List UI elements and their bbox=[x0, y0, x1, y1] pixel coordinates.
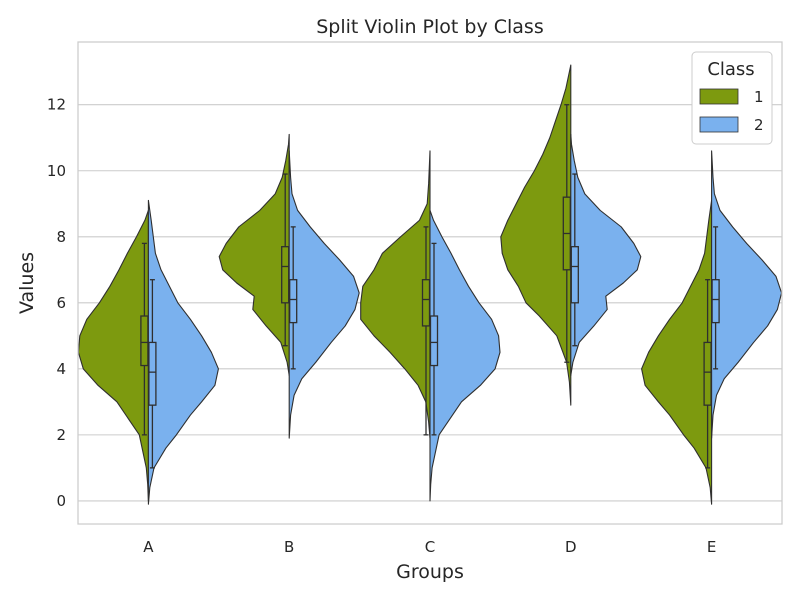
violin-A-class-2 bbox=[147, 199, 219, 505]
violin-E-class-1 bbox=[641, 199, 713, 505]
y-axis-label: Values bbox=[16, 252, 38, 314]
iqr-box-E-class-1 bbox=[703, 341, 712, 406]
x-tick-label-A: A bbox=[143, 538, 154, 556]
x-tick-labels: A B C D E bbox=[143, 538, 716, 556]
violin-E-class-2 bbox=[711, 150, 783, 439]
iqr-box-E-class-2 bbox=[711, 279, 720, 324]
violin-A-class-1 bbox=[77, 209, 149, 502]
box-plots bbox=[140, 104, 720, 469]
x-tick-label-B: B bbox=[284, 538, 294, 556]
y-tick-label: 0 bbox=[56, 492, 66, 510]
x-tick-label-E: E bbox=[707, 538, 716, 556]
plot-frame bbox=[77, 41, 783, 525]
x-tick-label-D: D bbox=[565, 538, 577, 556]
x-tick-label-C: C bbox=[425, 538, 435, 556]
violin-D-class-1 bbox=[500, 64, 572, 406]
chart-title: Split Violin Plot by Class bbox=[316, 16, 543, 38]
legend-swatch-class-1 bbox=[699, 88, 739, 105]
violin-C-class-1 bbox=[360, 150, 431, 439]
x-axis-label: Groups bbox=[396, 561, 464, 583]
violin-C-class-2 bbox=[429, 209, 501, 502]
y-tick-labels: 0 2 4 6 8 10 12 bbox=[47, 96, 66, 510]
y-tick-label: 8 bbox=[56, 228, 66, 246]
y-tick-label: 2 bbox=[56, 426, 66, 444]
violin-B-class-1 bbox=[218, 133, 290, 376]
iqr-box-A-class-1 bbox=[140, 315, 149, 367]
iqr-box-C-class-2 bbox=[429, 315, 439, 367]
iqr-box-B-class-1 bbox=[281, 246, 290, 304]
violins bbox=[77, 64, 783, 505]
iqr-box-B-class-2 bbox=[289, 279, 298, 324]
y-tick-label: 4 bbox=[56, 360, 66, 378]
violin-B-class-2 bbox=[288, 150, 360, 439]
y-tick-label: 6 bbox=[56, 294, 66, 312]
legend-swatch-class-2 bbox=[699, 116, 739, 133]
violin-D-class-2 bbox=[570, 133, 642, 376]
iqr-box-D-class-2 bbox=[570, 246, 579, 304]
legend-label-class-2: 2 bbox=[754, 116, 764, 134]
legend-label-class-1: 1 bbox=[754, 88, 764, 106]
iqr-box-A-class-2 bbox=[148, 341, 157, 406]
y-tick-label: 10 bbox=[47, 162, 66, 180]
iqr-box-C-class-1 bbox=[421, 279, 431, 327]
y-tick-label: 12 bbox=[47, 96, 66, 114]
legend: Class 1 2 bbox=[691, 51, 773, 145]
legend-title: Class bbox=[707, 59, 754, 80]
